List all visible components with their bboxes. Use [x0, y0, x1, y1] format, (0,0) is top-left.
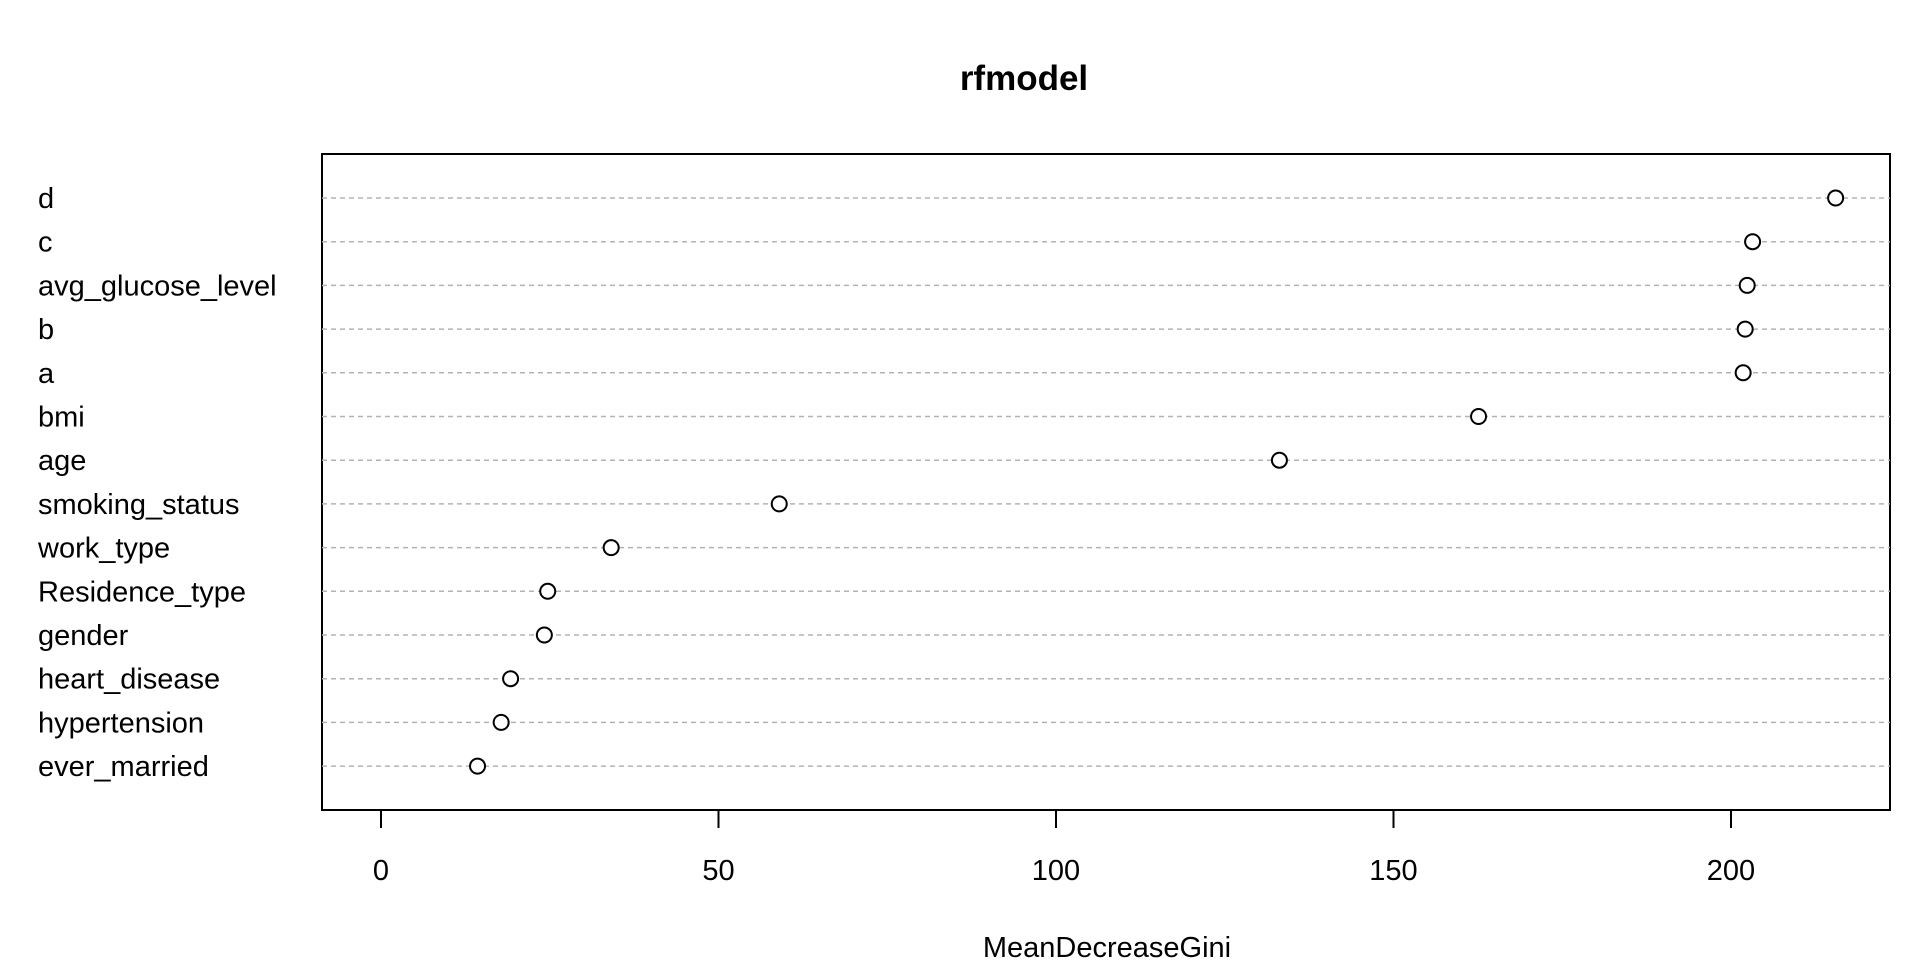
x-axis: 0 50 100 150 200	[373, 809, 1755, 887]
x-tick-label: 50	[702, 855, 734, 887]
data-point	[1744, 233, 1762, 251]
data-point	[602, 539, 620, 557]
data-point	[1827, 189, 1845, 207]
category-label: a	[38, 358, 55, 390]
category-label: bmi	[38, 402, 85, 434]
category-label: c	[38, 227, 53, 259]
x-tick-label: 200	[1707, 855, 1755, 887]
x-tick-label: 0	[373, 855, 389, 887]
plot-frame	[321, 153, 1891, 811]
data-point	[469, 757, 487, 775]
category-label: smoking_status	[38, 489, 240, 521]
data-point	[1470, 408, 1488, 425]
data-point	[539, 582, 557, 600]
category-label: b	[38, 314, 54, 346]
data-points	[469, 189, 1845, 775]
category-label: gender	[38, 620, 129, 652]
category-label: ever_married	[38, 751, 209, 783]
category-label: age	[38, 445, 86, 477]
data-point	[770, 495, 788, 513]
data-point	[492, 713, 510, 731]
data-point	[502, 670, 520, 688]
x-tick-label: 100	[1032, 855, 1080, 887]
category-label: d	[38, 183, 54, 215]
data-point	[535, 626, 553, 644]
data-point	[1270, 451, 1288, 469]
category-label: avg_glucose_level	[38, 270, 277, 302]
x-axis-label: MeanDecreaseGini	[983, 932, 1231, 960]
category-label: heart_disease	[38, 664, 220, 696]
data-point	[1734, 364, 1752, 382]
category-label: work_type	[37, 533, 170, 565]
x-tick-label: 150	[1369, 855, 1417, 887]
data-point	[1736, 320, 1754, 338]
grid-lines	[322, 197, 1890, 767]
category-label: hypertension	[38, 707, 204, 739]
chart-title: rfmodel	[960, 59, 1088, 98]
data-point	[1738, 276, 1756, 294]
category-label: Residence_type	[38, 576, 246, 608]
